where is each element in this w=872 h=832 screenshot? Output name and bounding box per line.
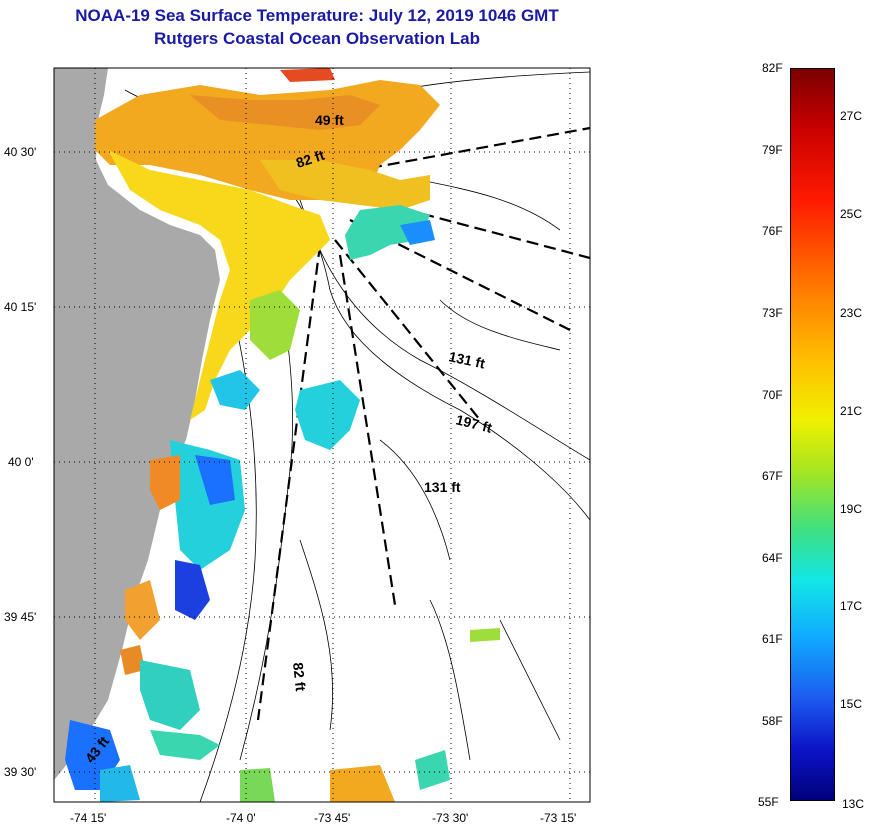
lat-label-3: 40 0' xyxy=(8,455,34,469)
colorbar-c-label: 19C xyxy=(840,502,863,516)
depth-label: 131 ft xyxy=(424,479,461,495)
temperature-colorbar xyxy=(790,68,835,801)
colorbar-f-label: 73F xyxy=(762,306,783,320)
lon-label-5: -73 15' xyxy=(540,811,576,825)
colorbar-c-label: 21C xyxy=(840,404,863,418)
colorbar-f-label: 64F xyxy=(762,551,783,565)
colorbar-c-label: 17C xyxy=(840,599,863,613)
colorbar-f-label: 67F xyxy=(762,469,783,483)
colorbar-c-label: 23C xyxy=(840,306,863,320)
lat-label-2: 40 15' xyxy=(4,300,36,314)
lat-label-1: 40 30' xyxy=(4,145,36,159)
depth-label: 49 ft xyxy=(315,112,344,128)
colorbar-f-label: 61F xyxy=(762,632,783,646)
colorbar-c-label: 25C xyxy=(840,207,863,221)
depth-label: 82 ft xyxy=(290,662,309,693)
colorbar-c-label: 15C xyxy=(840,697,863,711)
colorbar-f-label: 70F xyxy=(762,388,783,402)
colorbar-c-label: 13C xyxy=(842,797,865,811)
lon-label-4: -73 30' xyxy=(432,811,468,825)
map-title: NOAA-19 Sea Surface Temperature: July 12… xyxy=(75,6,559,25)
colorbar-f-label: 82F xyxy=(762,61,783,75)
depth-label: 131 ft xyxy=(447,348,486,371)
lat-label-5: 39 30' xyxy=(4,765,36,779)
lat-label-4: 39 45' xyxy=(4,610,36,624)
colorbar-f-label: 55F xyxy=(758,795,779,809)
colorbar-c-label: 27C xyxy=(840,109,863,123)
lon-label-2: -74 0' xyxy=(226,811,256,825)
sst-patches xyxy=(65,68,500,802)
lon-label-3: -73 45' xyxy=(314,811,350,825)
colorbar-f-label: 76F xyxy=(762,224,783,238)
map-subtitle: Rutgers Coastal Ocean Observation Lab xyxy=(154,29,480,48)
lon-label-1: -74 15' xyxy=(70,811,106,825)
land-mass xyxy=(54,68,220,780)
map-frame xyxy=(53,67,591,803)
colorbar-f-label: 58F xyxy=(762,714,783,728)
colorbar-f-label: 79F xyxy=(762,143,783,157)
